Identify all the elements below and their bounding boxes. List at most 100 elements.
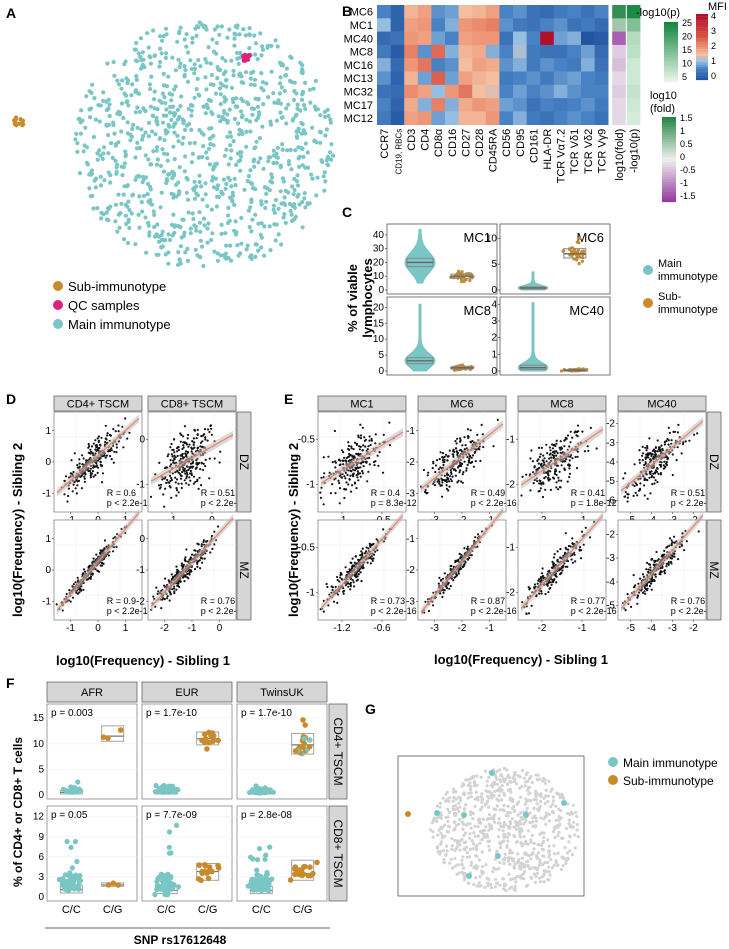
- scatter-point: [175, 487, 178, 490]
- heatmap-cell: [567, 58, 582, 72]
- scatter-point: [185, 469, 188, 472]
- tsne-point-main: [228, 143, 233, 148]
- heatmap-cell: [390, 98, 405, 112]
- tsne-point-main: [211, 133, 216, 138]
- scatter-stat-p: p < 2.2e-16: [201, 606, 247, 616]
- scatter-point: [477, 447, 480, 450]
- scatter-point: [356, 470, 359, 473]
- axis-ytick: 0: [139, 534, 145, 545]
- heatmap-cell: [513, 111, 527, 125]
- scatter-point: [165, 481, 168, 484]
- legend-fold-swatch: [662, 184, 676, 188]
- scatter-point: [541, 495, 545, 499]
- scatter-point: [336, 578, 339, 582]
- tsne-point-main: [211, 143, 216, 148]
- heatmap-cell: [567, 71, 582, 86]
- legend-p-swatch: [664, 44, 678, 48]
- tsne-point-main: [84, 94, 89, 99]
- scatter-point: [200, 543, 203, 546]
- tsne-point-main: [157, 64, 162, 69]
- f-dot-cc: [267, 787, 273, 793]
- scatter-point: [382, 528, 385, 531]
- scatter-point: [177, 471, 180, 474]
- scatter-subplot: R = 0.76p < 2.2e-16: [617, 511, 717, 621]
- tsne-point-main: [292, 176, 297, 182]
- tsne-point-main: [232, 36, 237, 41]
- heatmap-cell: [485, 44, 500, 59]
- scatter-point: [665, 565, 668, 568]
- heatmap-cell: [377, 31, 391, 46]
- tsne-point-main: [247, 119, 253, 124]
- scatter-point: [177, 446, 180, 449]
- scatter-point: [455, 442, 458, 445]
- scatter-point: [182, 444, 185, 447]
- scatter-point: [117, 424, 120, 427]
- heatmap-cell: [445, 58, 459, 72]
- scatter-point: [174, 476, 177, 479]
- scatter-point: [182, 435, 185, 438]
- scatter-point: [559, 548, 562, 551]
- c-ytick: 3: [491, 316, 497, 327]
- legend-p-swatch: [664, 37, 678, 40]
- tsne-point-main: [300, 225, 305, 230]
- scatter-point: [92, 466, 95, 469]
- tsne-point-main: [113, 158, 118, 163]
- scatter-point: [171, 588, 174, 591]
- scatter-point: [361, 547, 364, 550]
- scatter-point: [180, 562, 183, 565]
- scatter-point: [551, 443, 554, 446]
- f-dot-cg: [301, 740, 308, 747]
- scatter-point: [160, 483, 163, 486]
- tsne-point-main: [322, 109, 327, 115]
- scatter-point: [156, 592, 159, 596]
- tsne-point-main: [175, 39, 180, 44]
- scatter-stat-r: R = 0.41: [571, 488, 605, 498]
- heatmap-cell: [526, 71, 541, 86]
- scatter-point: [461, 444, 464, 447]
- scatter-point: [185, 454, 188, 458]
- tsne-point-main: [273, 238, 278, 243]
- scatter-point: [103, 539, 107, 542]
- scatter-point: [55, 603, 58, 606]
- tsne-point-main: [284, 121, 289, 126]
- scatter-point: [450, 472, 453, 475]
- scatter-point: [359, 437, 362, 440]
- tsne-point-main: [149, 202, 155, 207]
- panel-e-scatter: log10(Frequency) - Sibling 2 log10(Frequ…: [286, 395, 722, 667]
- heatmap-cell: [594, 98, 609, 112]
- scatter-point: [181, 447, 184, 451]
- tsne-point-main: [192, 188, 197, 193]
- scatter-point: [366, 561, 369, 564]
- scatter-point: [442, 591, 445, 595]
- legend-dot-sub: [53, 281, 63, 291]
- scatter-point: [327, 455, 330, 458]
- scatter-point: [190, 473, 193, 477]
- scatter-point: [211, 547, 214, 551]
- legend-fold-tick: 0.5: [680, 139, 693, 149]
- tsne-point-main: [209, 72, 214, 78]
- scatter-point: [79, 475, 82, 478]
- legend-fold-swatch: [662, 177, 676, 180]
- legend-mfi-swatch: [696, 16, 708, 19]
- tsne-point-main: [192, 179, 197, 184]
- tsne-point-main: [209, 207, 214, 212]
- scatter-point: [642, 591, 645, 595]
- scatter-point: [187, 445, 190, 448]
- scatter-point: [647, 563, 651, 566]
- panel-a-tsne: Sub-immunotype QC samples Main immunotyp…: [12, 20, 336, 332]
- scatter-point: [660, 570, 663, 574]
- scatter-point: [73, 452, 76, 455]
- tsne-point-qc: [247, 52, 252, 58]
- scatter-point: [159, 486, 162, 489]
- c-legend-main-1: Main: [658, 258, 682, 270]
- tsne-point-main: [174, 182, 179, 187]
- tsne-point-main: [228, 195, 233, 200]
- tsne-point-main: [152, 224, 157, 230]
- tsne-point-main: [264, 191, 269, 196]
- tsne-point-main: [226, 205, 231, 210]
- scatter-point: [576, 424, 580, 427]
- scatter-point: [376, 549, 379, 552]
- tsne-point-main: [158, 34, 163, 39]
- tsne-point-main: [164, 113, 169, 118]
- scatter-point: [186, 465, 189, 468]
